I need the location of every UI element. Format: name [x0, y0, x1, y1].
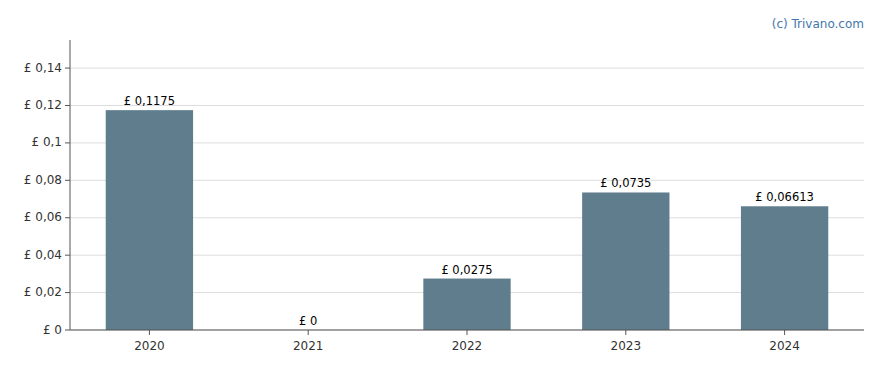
y-tick-label: £ 0,02 — [24, 285, 62, 299]
x-tick — [308, 330, 309, 335]
x-axis: 2020 2021 2022 2023 2024 — [134, 330, 800, 353]
data-label: £ 0 — [299, 314, 317, 328]
bar — [106, 110, 193, 330]
x-tick-label: 2021 — [293, 339, 324, 353]
y-tick-label: £ 0 — [43, 323, 62, 337]
y-tick-label: £ 0,12 — [24, 98, 62, 112]
x-tick — [625, 330, 626, 335]
data-label: £ 0,1175 — [124, 94, 175, 108]
y-tick-label: £ 0,04 — [24, 248, 62, 262]
bar — [582, 192, 669, 330]
x-tick — [149, 330, 150, 335]
x-tick-label: 2020 — [134, 339, 165, 353]
chart: £ 0 £ 0,02 £ 0,04 £ 0,06 £ 0,08 £ 0,1 £ 0,12 £ … — [0, 0, 888, 370]
y-tick — [65, 180, 70, 181]
bar — [741, 206, 828, 330]
annotations: (c) Trivano.com — [772, 17, 864, 31]
x-tick-label: 2023 — [611, 339, 642, 353]
grid — [70, 68, 864, 330]
x-tick — [784, 330, 785, 335]
y-axis: £ 0 £ 0,02 £ 0,04 £ 0,06 £ 0,08 £ 0,1 £ 0,12 £ … — [24, 61, 70, 337]
y-tick — [65, 217, 70, 218]
y-tick — [65, 142, 70, 143]
data-label: £ 0,06613 — [755, 190, 814, 204]
y-tick — [65, 330, 70, 331]
bar — [423, 279, 510, 330]
bars — [106, 110, 829, 330]
data-label: £ 0,0735 — [600, 176, 651, 190]
y-tick — [65, 105, 70, 106]
y-tick-label: £ 0,1 — [31, 135, 62, 149]
y-tick-label: £ 0,14 — [24, 61, 62, 75]
axes — [70, 40, 864, 330]
y-tick-label: £ 0,06 — [24, 210, 62, 224]
y-tick-label: £ 0,08 — [24, 173, 62, 187]
y-tick — [65, 68, 70, 69]
grid-line — [70, 105, 864, 106]
x-tick-label: 2024 — [769, 339, 800, 353]
y-axis-line — [70, 40, 71, 330]
x-tick — [467, 330, 468, 335]
grid-line — [70, 68, 864, 69]
data-labels: £ 0,1175 £ 0 £ 0,0275 £ 0,0735 £ 0,06613 — [124, 94, 814, 328]
watermark: (c) Trivano.com — [772, 17, 864, 31]
y-tick — [65, 292, 70, 293]
x-tick-label: 2022 — [452, 339, 483, 353]
y-tick — [65, 255, 70, 256]
data-label: £ 0,0275 — [441, 263, 492, 277]
